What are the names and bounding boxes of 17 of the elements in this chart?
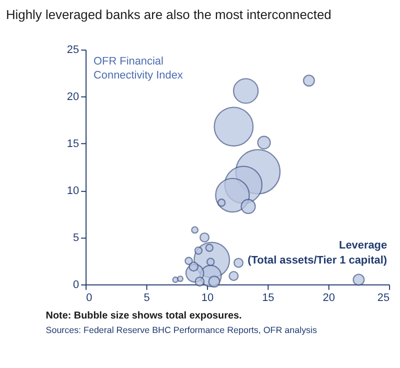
y-axis-title: OFR Financial Connectivity Index <box>94 56 184 82</box>
text: Note: Bubble size shows total exposures. <box>46 310 242 322</box>
x-tick-label: 5 <box>144 292 150 304</box>
x-axis-title: Leverage (Total assets/Tier 1 capital) <box>248 240 388 267</box>
source-note: Sources: Federal Reserve BHC Performance Reports, OFR analysis <box>46 325 318 336</box>
x-tick-label: 0 <box>86 292 92 304</box>
x-tick-label: 25 <box>377 292 390 304</box>
y-tick-label: 25 <box>66 44 80 56</box>
y-tick-label: 10 <box>66 184 80 197</box>
y-tick-label: 20 <box>66 91 80 104</box>
y-tick-label: 15 <box>66 138 80 150</box>
chart-title: Highly leveraged banks are also the most interconnected <box>6 6 332 22</box>
y-tick-label: 5 <box>73 232 80 244</box>
x-tick-label: 20 <box>322 292 335 304</box>
y-tick-label: 0 <box>73 278 80 291</box>
x-tick-label: 10 <box>201 292 214 304</box>
x-tick-label: 15 <box>262 292 274 304</box>
